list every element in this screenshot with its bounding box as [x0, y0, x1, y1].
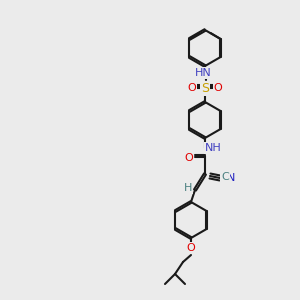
Text: HN: HN [195, 68, 212, 78]
Text: O: O [188, 83, 196, 93]
Text: N: N [227, 173, 235, 183]
Text: O: O [214, 83, 222, 93]
Text: NH: NH [205, 143, 221, 153]
Text: O: O [187, 243, 195, 253]
Text: O: O [184, 153, 194, 163]
Text: H: H [184, 183, 192, 193]
Text: C: C [221, 172, 229, 182]
Text: S: S [201, 82, 209, 94]
